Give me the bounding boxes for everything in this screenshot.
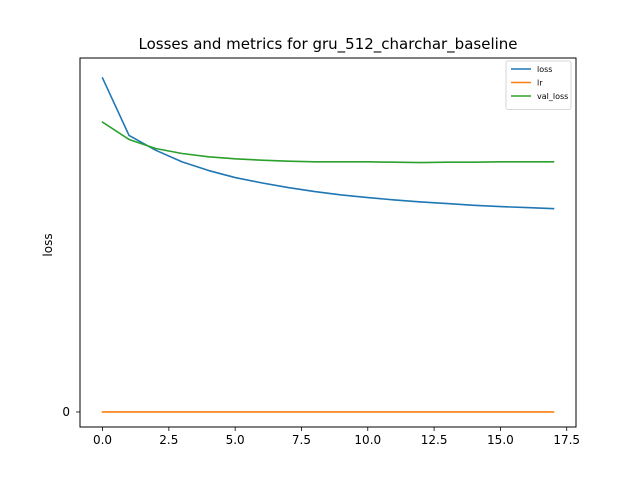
legend: loss lr val_loss [505,60,572,110]
axes-frame [79,57,577,428]
plot-area [101,76,555,413]
x-tick-label: 10.0 [354,433,381,447]
x-tick-label: 0.0 [93,433,112,447]
chart-title: Losses and metrics for gru_512_charchar_… [138,35,517,54]
x-tick-label: 15.0 [487,433,514,447]
x-tick-label: 17.5 [553,433,580,447]
series-line-loss [101,76,555,210]
legend-label-loss: loss [537,65,552,74]
legend-box [505,60,572,110]
legend-label-lr: lr [537,79,543,88]
x-tick-label: 2.5 [159,433,178,447]
legend-label-val-loss: val_loss [537,92,568,101]
x-tick-label: 7.5 [292,433,311,447]
x-tick-label: 12.5 [421,433,448,447]
y-tick-label: 0 [62,405,70,419]
series-line-val-loss [101,121,555,164]
x-tick-label: 5.0 [226,433,245,447]
y-axis-label: loss [41,233,55,256]
